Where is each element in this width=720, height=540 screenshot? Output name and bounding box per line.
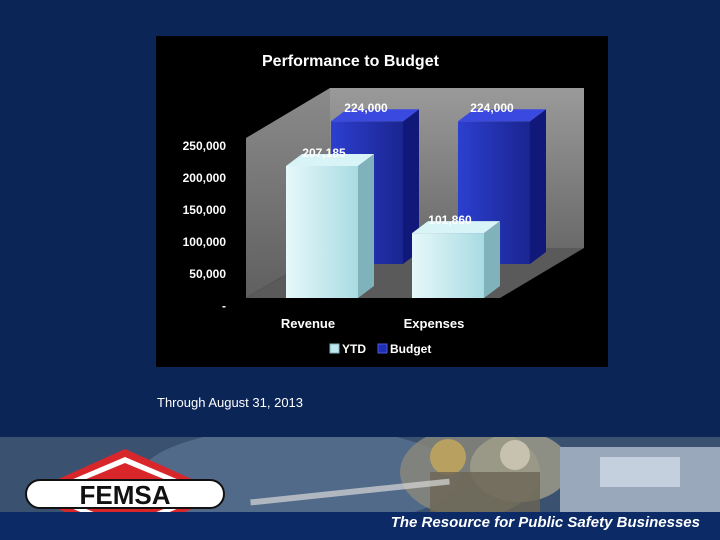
y-tick-label: - (222, 299, 226, 313)
category-label: Revenue (281, 316, 335, 331)
performance-chart: - 50,000 100,000 150,000 200,000 250,000 Reve… (183, 53, 584, 356)
budget-data-label: 224,000 (470, 101, 514, 115)
legend-label-ytd: YTD (342, 342, 366, 356)
legend-swatch-ytd (329, 343, 340, 354)
chart-legend: YTD Budget (329, 342, 431, 356)
y-tick-label: 200,000 (183, 171, 227, 185)
footer-banner: FEMSA The Resource for Public Safety Bus… (0, 437, 720, 540)
y-tick-label: 50,000 (189, 267, 226, 281)
chart-panel: - 50,000 100,000 150,000 200,000 250,000 Reve… (156, 36, 608, 367)
data-labels: 224,000 224,000 207,185 101,860 (302, 101, 514, 227)
ytd-bar (286, 154, 374, 298)
legend-swatch-budget (377, 343, 388, 354)
category-label: Expenses (404, 316, 465, 331)
ytd-data-label: 207,185 (302, 146, 346, 160)
chart-title: Performance to Budget (262, 53, 440, 70)
ytd-bar (412, 221, 500, 298)
logo-text: FEMSA (80, 480, 171, 510)
ytd-data-label: 101,860 (428, 213, 472, 227)
legend-label-budget: Budget (390, 342, 431, 356)
y-axis-ticks: - 50,000 100,000 150,000 200,000 250,000 (183, 139, 227, 313)
ytd-bars (286, 154, 500, 298)
tagline-bar (0, 512, 720, 540)
category-labels: Revenue Expenses (281, 316, 464, 331)
tagline: The Resource for Public Safety Businesse… (390, 514, 700, 531)
budget-data-label: 224,000 (344, 101, 388, 115)
y-tick-label: 250,000 (183, 139, 227, 153)
y-tick-label: 150,000 (183, 203, 227, 217)
date-caption: Through August 31, 2013 (157, 395, 304, 410)
y-tick-label: 100,000 (183, 235, 227, 249)
